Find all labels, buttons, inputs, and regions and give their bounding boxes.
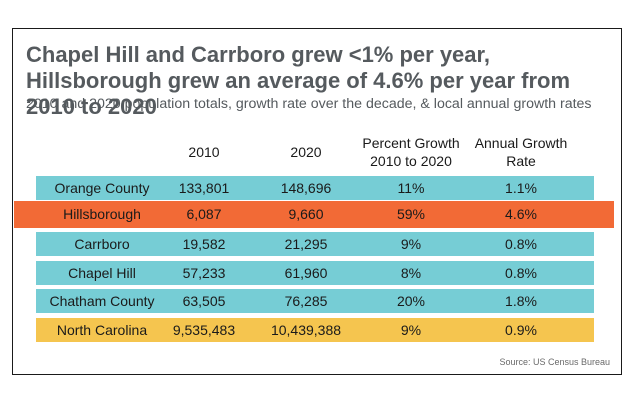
column-header-line: 2020 <box>290 144 322 160</box>
percent-growth: 59% <box>396 206 426 222</box>
value-2020: 148,696 <box>280 180 332 196</box>
value-2010: 57,233 <box>182 265 226 281</box>
annual-growth-rate: 1.8% <box>505 293 537 309</box>
percent-growth: 11% <box>397 180 425 196</box>
percent-growth: 20% <box>396 293 426 309</box>
column-header-line: Rate <box>506 153 536 169</box>
annual-growth-rate: 0.9% <box>505 322 537 338</box>
value-2020: 9,660 <box>288 206 324 222</box>
value-2020: 21,295 <box>284 236 328 252</box>
column-header: Percent Growth 2010 to 2020 <box>351 134 471 170</box>
chart-subtitle: 2010 and 2020 population totals, growth … <box>26 96 592 112</box>
column-header-line: 2010 to 2020 <box>370 153 452 169</box>
annual-growth-rate: 4.6% <box>505 206 537 222</box>
column-header: Annual Growth Rate <box>466 134 576 170</box>
row-label: Orange County <box>54 180 150 196</box>
value-2010: 9,535,483 <box>172 322 236 338</box>
column-header-line: Annual Growth <box>474 135 568 151</box>
value-2010: 133,801 <box>178 180 230 196</box>
percent-growth: 8% <box>400 265 422 281</box>
row-label: North Carolina <box>56 322 148 338</box>
table-row-north-carolina: North Carolina 9,535,483 10,439,388 9% 0.9% <box>36 318 594 342</box>
annual-growth-rate: 1.1% <box>505 180 537 196</box>
percent-growth: 9% <box>400 322 422 338</box>
annual-growth-rate: 0.8% <box>505 236 537 252</box>
row-label: Chapel Hill <box>68 265 136 281</box>
row-label: Hillsborough <box>63 206 141 222</box>
value-2010: 63,505 <box>182 293 226 309</box>
column-header-line: 2010 <box>188 144 220 160</box>
table-row-chatham-county: Chatham County 63,505 76,285 20% 1.8% <box>36 289 594 313</box>
value-2020: 76,285 <box>284 293 328 309</box>
column-header: 2020 <box>251 143 361 161</box>
table-row-hillsborough: Hillsborough 6,087 9,660 59% 4.6% <box>14 201 614 228</box>
value-2020: 10,439,388 <box>270 322 342 338</box>
row-label: Chatham County <box>49 293 155 309</box>
value-2020: 61,960 <box>284 265 328 281</box>
table-row-chapel-hill: Chapel Hill 57,233 61,960 8% 0.8% <box>36 261 594 285</box>
column-header-line: Percent Growth <box>362 135 460 151</box>
table-row-orange-county: Orange County 133,801 148,696 11% 1.1% <box>36 176 594 200</box>
value-2010: 6,087 <box>186 206 222 222</box>
row-label: Carrboro <box>74 236 130 252</box>
source-note: Source: US Census Bureau <box>499 357 610 367</box>
chart-title: Chapel Hill and Carrboro grew <1% per ye… <box>26 42 571 119</box>
value-2010: 19,582 <box>182 236 226 252</box>
column-header: 2010 <box>154 143 254 161</box>
annual-growth-rate: 0.8% <box>505 265 537 281</box>
table-row-carrboro: Carrboro 19,582 21,295 9% 0.8% <box>36 232 594 256</box>
percent-growth: 9% <box>400 236 422 252</box>
